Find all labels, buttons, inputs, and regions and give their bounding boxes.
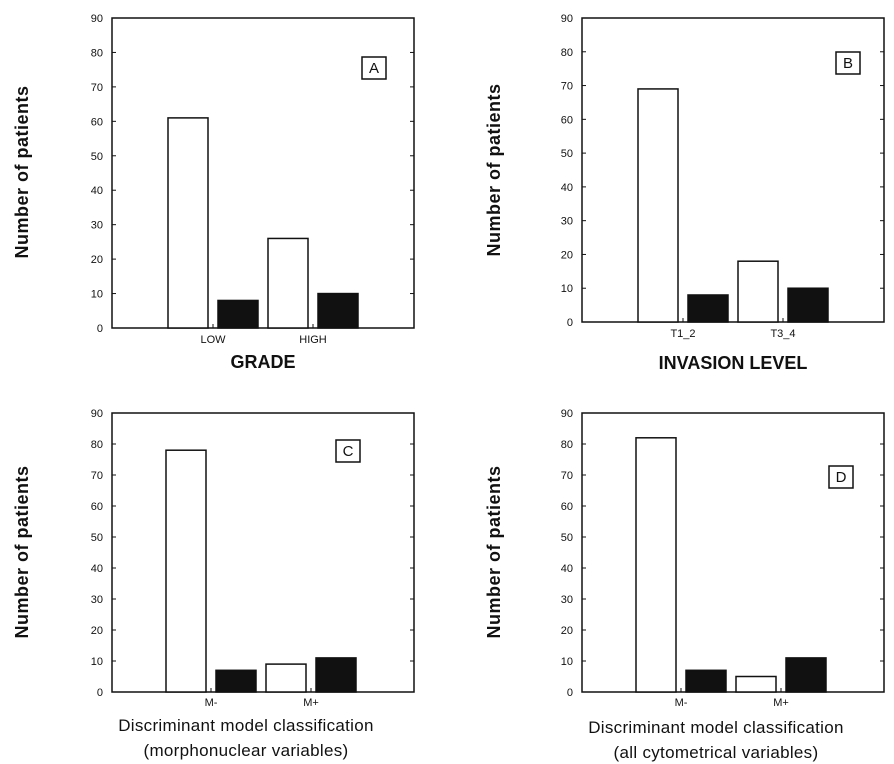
x-tick-label: M- [205,697,218,709]
chart-panel-c: 0 10 20 30 40 50 60 70 80 90 M- M+ C Number of patien… [12,408,415,760]
y-tick-label: 0 [567,687,573,699]
x-axis-label: Discriminant model classification [118,716,374,735]
y-axis-label: Number of patients [484,83,504,256]
y-axis-label: Number of patients [12,465,32,638]
plot-frame [581,412,885,693]
panel-letter-box [361,56,387,80]
y-tick-label: 50 [561,532,573,544]
y-tick-label: 10 [91,289,103,301]
y-axis-label: Number of patients [484,465,504,638]
y-tick-label: 30 [561,216,573,228]
y-tick-label: 30 [561,594,573,606]
y-tick-label: 30 [91,220,103,232]
x-tick-label: T1_2 [670,328,695,340]
y-tick-label: 10 [561,656,573,668]
y-tick-label: 10 [561,283,573,295]
x-axis-label: Discriminant model classification [588,718,844,737]
plot-frame [111,17,415,329]
bar-t34-series-1 [737,260,779,323]
plot-frame [581,17,885,323]
bar-high-series-2 [317,292,359,329]
y-tick-label: 40 [561,563,573,575]
y-tick-label: 40 [91,563,103,575]
panel-letter: C [343,443,354,460]
y-tick-label: 0 [567,317,573,329]
x-tick-label: HIGH [299,334,327,346]
chart-panel-a: 0 10 20 30 40 50 60 70 80 90 LOW HIGH A Number of pat… [12,13,415,372]
x-tick-label: T3_4 [770,328,795,340]
y-tick-label: 20 [561,249,573,261]
x-axis-label: GRADE [230,352,295,372]
y-tick-label: 20 [91,254,103,266]
y-tick-label: 60 [561,501,573,513]
bar-m-series-2 [215,669,257,693]
panel-letter-box [835,51,861,75]
y-tick-label: 80 [561,47,573,59]
y-tick-label: 70 [561,81,573,93]
y-tick-label: 60 [91,501,103,513]
y-tick-label: 70 [91,82,103,94]
bar-m-series-1 [635,437,677,693]
x-axis-label-line2: (all cytometrical variables) [614,743,819,762]
bar-m-series-1 [265,663,307,693]
y-tick-label: 90 [561,408,573,420]
y-tick-label: 0 [97,687,103,699]
bar-low-series-1 [167,117,209,329]
bar-t12-series-2 [687,294,729,323]
y-tick-label: 70 [91,470,103,482]
chart-panel-b: 0 10 20 30 40 50 60 70 80 90 T1_2 T3_4 B Number of pa… [484,13,885,373]
y-tick-label: 80 [91,439,103,451]
y-tick-label: 90 [91,13,103,25]
x-axis-label: INVASION LEVEL [659,353,808,373]
panel-letter-box [335,439,361,463]
x-axis-label-line2: (morphonuclear variables) [144,741,349,760]
y-tick-label: 50 [561,148,573,160]
y-axis-label: Number of patients [12,85,32,258]
bar-high-series-1 [267,237,309,329]
y-tick-label: 60 [561,114,573,126]
y-tick-label: 10 [91,656,103,668]
x-tick-label: M+ [303,697,319,709]
y-tick-label: 70 [561,470,573,482]
x-tick-label: M- [675,697,688,709]
y-tick-label: 40 [91,185,103,197]
y-tick-label: 50 [91,151,103,163]
y-tick-label: 20 [91,625,103,637]
bar-m-series-1 [165,449,207,693]
y-tick-label: 0 [97,323,103,335]
bar-t12-series-1 [637,88,679,323]
y-tick-label: 40 [561,182,573,194]
bar-m-series-1 [735,675,777,693]
x-tick-label: LOW [200,334,226,346]
panel-letter-box [828,465,854,489]
panel-letter: D [836,469,847,486]
y-tick-label: 80 [91,47,103,59]
bar-t34-series-2 [787,287,829,323]
panel-letter: B [843,55,853,72]
y-tick-label: 20 [561,625,573,637]
plot-frame [111,412,415,693]
x-tick-label: M+ [773,697,789,709]
y-tick-label: 90 [91,408,103,420]
chart-panel-d: 0 10 20 30 40 50 60 70 80 90 M- M+ D Number of patien… [484,408,885,762]
bar-low-series-2 [217,299,259,329]
bar-m-series-2 [685,669,727,693]
bar-m-series-2 [315,657,357,693]
panel-letter: A [369,60,379,77]
y-tick-label: 30 [91,594,103,606]
y-tick-label: 80 [561,439,573,451]
y-tick-label: 90 [561,13,573,25]
y-tick-label: 60 [91,116,103,128]
bar-m-series-2 [785,657,827,693]
y-tick-label: 50 [91,532,103,544]
